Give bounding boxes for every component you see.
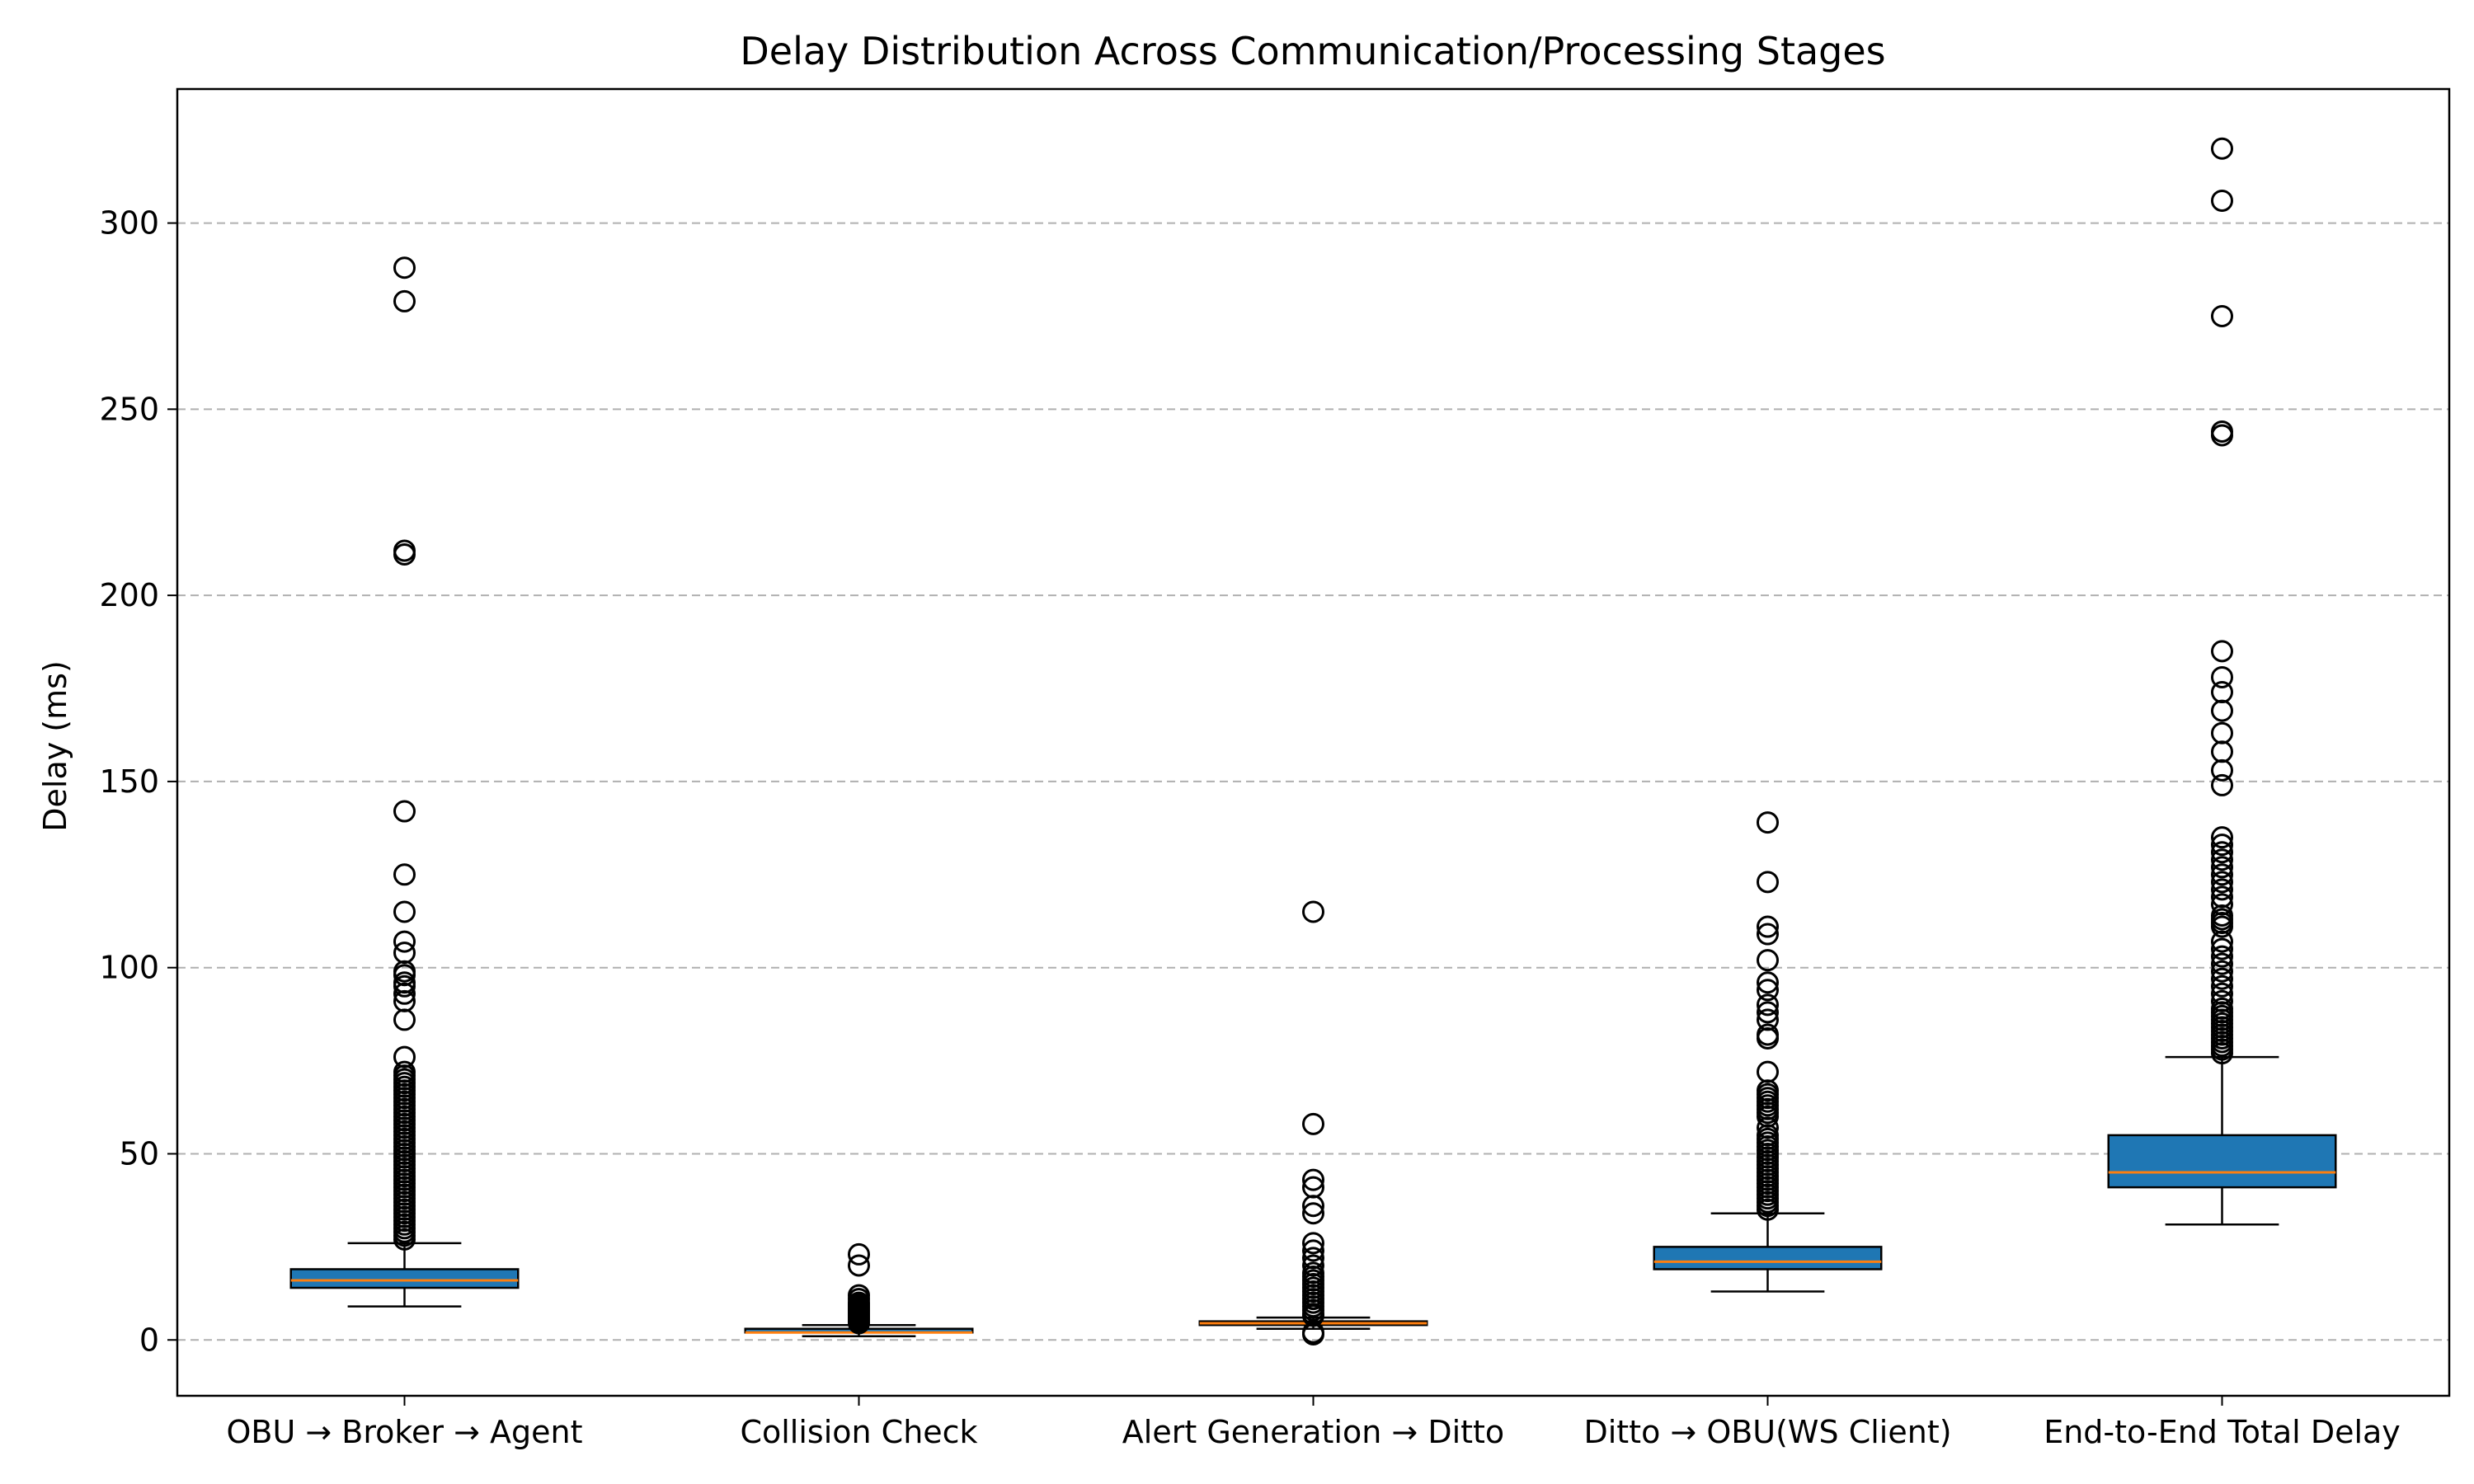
outlier-point [2211, 952, 2233, 975]
outlier-point [2211, 424, 2233, 447]
y-tick-label: 150 [99, 763, 159, 800]
y-tick-label: 300 [99, 205, 159, 242]
outlier-point [2211, 841, 2233, 864]
outlier-point [848, 1312, 870, 1335]
outlier-point [393, 982, 416, 1005]
outlier-point [1302, 1195, 1324, 1218]
box-iqr [2107, 1134, 2337, 1189]
outlier-point [1757, 949, 1779, 972]
outlier-point [393, 1008, 416, 1031]
outlier-point [2211, 974, 2233, 998]
x-tick-label: Collision Check [740, 1414, 977, 1450]
outlier-point [393, 1228, 416, 1251]
outlier-point [393, 974, 416, 998]
box-plot-group [744, 1242, 974, 1337]
outlier-point [393, 863, 416, 886]
outlier-point [393, 542, 416, 566]
grid-lines [177, 222, 2449, 1341]
x-tick-label: Alert Generation → Ditto [1122, 1414, 1504, 1450]
outlier-point [1302, 1168, 1324, 1191]
box-plot-group [289, 256, 520, 1308]
y-tick-label: 200 [99, 577, 159, 613]
y-axis-label: Delay (ms) [37, 660, 73, 832]
outlier-point [2211, 930, 2233, 953]
outlier-point [2211, 863, 2233, 886]
axis-ticks: 0 50 100 150 200 250 300 OBU → Broker → Agent Co… [99, 205, 2400, 1450]
outlier-point [1757, 915, 1779, 938]
outlier-point [393, 800, 416, 823]
outlier-point [1302, 1112, 1324, 1135]
outlier-point [1302, 900, 1324, 923]
box-iqr [289, 1268, 520, 1289]
outlier-point [2211, 1042, 2233, 1065]
outlier-point [2211, 699, 2233, 722]
outlier-point [2211, 937, 2233, 960]
outlier-point [2211, 960, 2233, 983]
y-tick-label: 0 [139, 1322, 159, 1358]
outlier-point [1302, 1239, 1324, 1262]
outlier-point [1757, 811, 1779, 834]
y-tick-label: 50 [120, 1135, 159, 1172]
outlier-point [1302, 1322, 1324, 1345]
outlier-point [1302, 1232, 1324, 1255]
outlier-point [1302, 1202, 1324, 1225]
outlier-point [1757, 993, 1779, 1017]
outlier-point [2211, 773, 2233, 796]
outlier-point [1757, 971, 1779, 994]
outlier-point [2211, 826, 2233, 849]
x-tick-label: Ditto → OBU(WS Client) [1583, 1414, 1951, 1450]
outlier-point [2211, 137, 2233, 160]
chart-title: Delay Distribution Across Communication/… [740, 29, 1885, 73]
outlier-point [2211, 871, 2233, 894]
outlier-point [1757, 1026, 1779, 1050]
outlier-point [1757, 1198, 1779, 1221]
outlier-point [2211, 834, 2233, 857]
outlier-point [1757, 1001, 1779, 1024]
outlier-point [2211, 967, 2233, 990]
outlier-point [393, 900, 416, 923]
outlier-point [393, 289, 416, 312]
y-tick-label: 250 [99, 391, 159, 427]
outlier-point [2211, 878, 2233, 901]
outlier-point [2211, 640, 2233, 663]
outlier-point [2211, 848, 2233, 871]
box-plot-group [2107, 137, 2337, 1226]
outlier-point [2211, 304, 2233, 327]
plot-area-frame [176, 87, 2451, 1397]
box-plot-group [1653, 811, 1883, 1293]
box-plot-group [1198, 900, 1428, 1345]
outlier-point [848, 1254, 870, 1277]
outlier-point [2211, 758, 2233, 782]
outlier-point [1757, 871, 1779, 894]
outlier-point [393, 256, 416, 279]
outlier-point [2211, 945, 2233, 968]
outlier-point [1757, 923, 1779, 946]
box-plots [289, 137, 2337, 1345]
outlier-point [2211, 856, 2233, 879]
x-tick-label: End-to-End Total Delay [2044, 1414, 2401, 1450]
outlier-point [1757, 979, 1779, 1002]
outlier-point [2211, 665, 2233, 688]
outlier-point [2211, 189, 2233, 212]
outlier-point [393, 930, 416, 953]
y-tick-label: 100 [99, 950, 159, 986]
box-iqr [1653, 1246, 1883, 1270]
outlier-point [848, 1242, 870, 1266]
outlier-point [2211, 915, 2233, 938]
x-tick-label: OBU → Broker → Agent [226, 1414, 582, 1450]
